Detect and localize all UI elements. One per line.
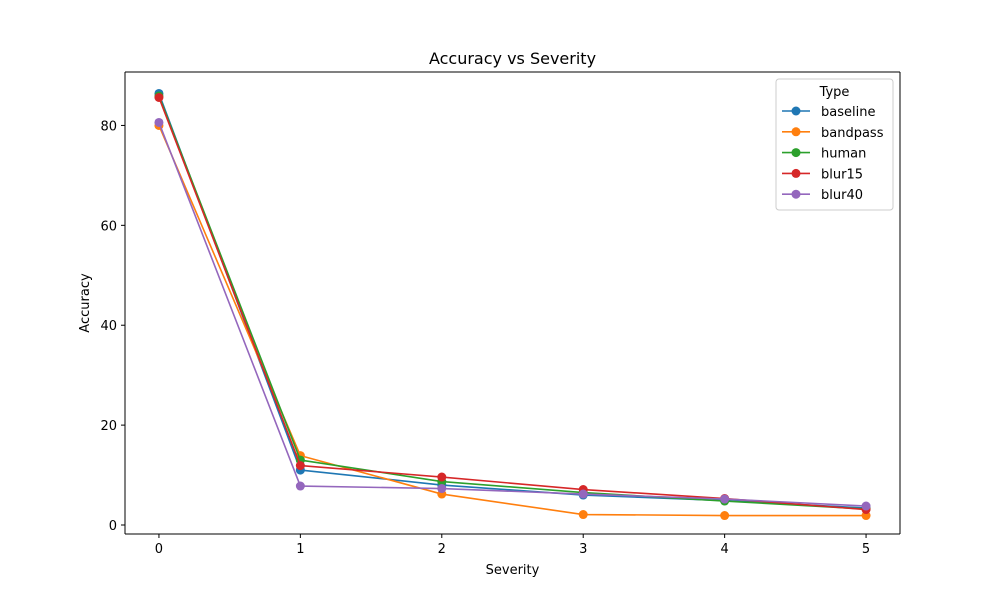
y-tick-label: 20: [100, 419, 117, 434]
legend-marker: [791, 189, 801, 199]
y-axis-ticks: 0 20 40 60 80: [100, 119, 125, 534]
legend-entries: baseline bandpass human blur15 blur40: [782, 105, 884, 203]
legend-marker: [791, 127, 801, 137]
data-point-blur40: [154, 117, 164, 127]
data-point-blur40: [295, 481, 305, 491]
data-point-bandpass: [578, 510, 588, 520]
legend-entry-bandpass: bandpass: [782, 126, 884, 141]
chart-title: Accuracy vs Severity: [429, 49, 596, 68]
data-point-blur40: [437, 484, 447, 494]
x-tick-label: 1: [296, 542, 304, 557]
series-blur40: [154, 117, 871, 511]
data-point-blur15: [295, 461, 305, 471]
series-line-human: [158, 95, 867, 510]
y-tick-label: 60: [100, 219, 117, 234]
legend-marker: [791, 148, 801, 158]
data-point-blur40: [720, 494, 730, 504]
legend-label: blur40: [821, 188, 863, 203]
legend-entry-blur15: blur15: [782, 167, 863, 182]
series-line-blur40: [158, 122, 867, 507]
legend-marker: [791, 106, 801, 116]
legend-label: blur15: [821, 167, 863, 182]
data-point-blur15: [437, 472, 447, 482]
y-tick-label: 40: [100, 319, 117, 334]
legend-label: human: [821, 147, 866, 162]
data-point-blur40: [861, 501, 871, 511]
x-tick-label: 4: [720, 542, 728, 557]
y-axis-title: Accuracy: [78, 273, 93, 333]
x-tick-label: 3: [579, 542, 587, 557]
legend-label: bandpass: [821, 126, 884, 141]
series-layer: [154, 88, 871, 521]
axes-frame: [124, 71, 901, 535]
x-axis-ticks: 0 1 2 3 4 5: [155, 534, 870, 557]
legend-entry-blur40: blur40: [782, 188, 863, 203]
x-axis-title: Severity: [486, 563, 540, 578]
legend: Type baseline bandpass human blur15 blur40: [775, 78, 894, 211]
plot-area: [125, 72, 900, 534]
legend-marker: [791, 168, 801, 178]
data-point-bandpass: [720, 511, 730, 521]
x-tick-label: 2: [438, 542, 446, 557]
x-tick-label: 5: [862, 542, 870, 557]
data-point-blur15: [154, 92, 164, 102]
x-tick-label: 0: [155, 542, 163, 557]
legend-entry-baseline: baseline: [782, 105, 875, 120]
legend-label: baseline: [821, 105, 875, 120]
legend-title: Type: [819, 85, 850, 100]
y-tick-label: 0: [109, 519, 117, 534]
legend-entry-human: human: [782, 147, 866, 162]
data-point-blur40: [578, 489, 588, 499]
y-tick-label: 80: [100, 119, 117, 134]
